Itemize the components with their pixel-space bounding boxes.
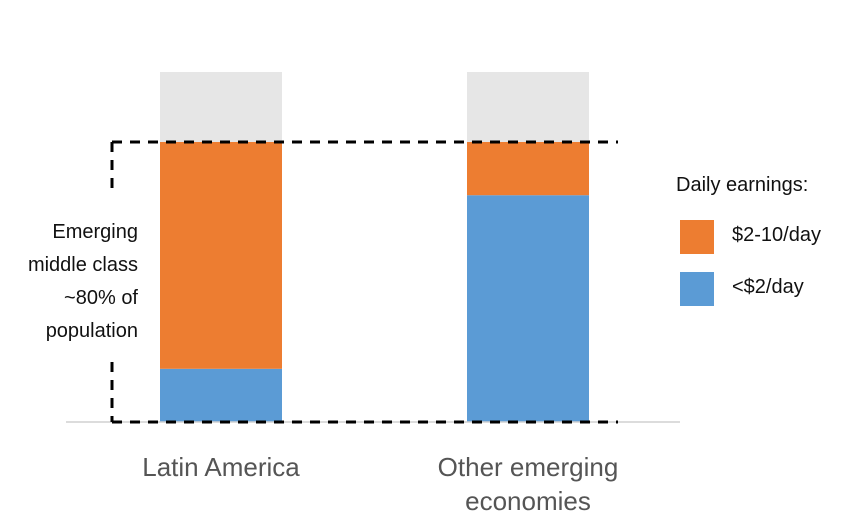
category-label-line: Latin America xyxy=(142,452,300,482)
bar-other-emerging-2-10-day xyxy=(467,142,589,196)
bar-latin-america-remainder xyxy=(160,72,282,142)
annotation-line-3: ~80% of xyxy=(64,287,138,309)
bar-other-emerging-remainder xyxy=(467,72,589,142)
bar-other-emerging-under-2-day xyxy=(467,195,589,422)
annotation-line-1: Emerging xyxy=(52,221,138,243)
legend-label-under-2-day: <$2/day xyxy=(732,276,804,298)
annotation-line-2: middle class xyxy=(27,254,138,276)
middle-class-annotation: Emerging middle class ~80% of population xyxy=(10,216,138,348)
category-label-line: economies xyxy=(465,486,591,516)
bar-latin-america-2-10-day xyxy=(160,142,282,369)
legend-label-2-10-day: $2-10/day xyxy=(732,224,821,246)
annotation-line-4: population xyxy=(45,320,138,342)
legend-swatch-blue xyxy=(680,272,714,306)
bar-latin-america-under-2-day xyxy=(160,368,282,422)
category-label-line: Other emerging xyxy=(437,452,619,482)
category-label-latin-america: Latin America xyxy=(110,450,332,484)
legend-title: Daily earnings: xyxy=(676,174,809,196)
legend-swatch-orange xyxy=(680,220,714,254)
category-label-other-emerging: Other emerging economies xyxy=(400,450,656,518)
